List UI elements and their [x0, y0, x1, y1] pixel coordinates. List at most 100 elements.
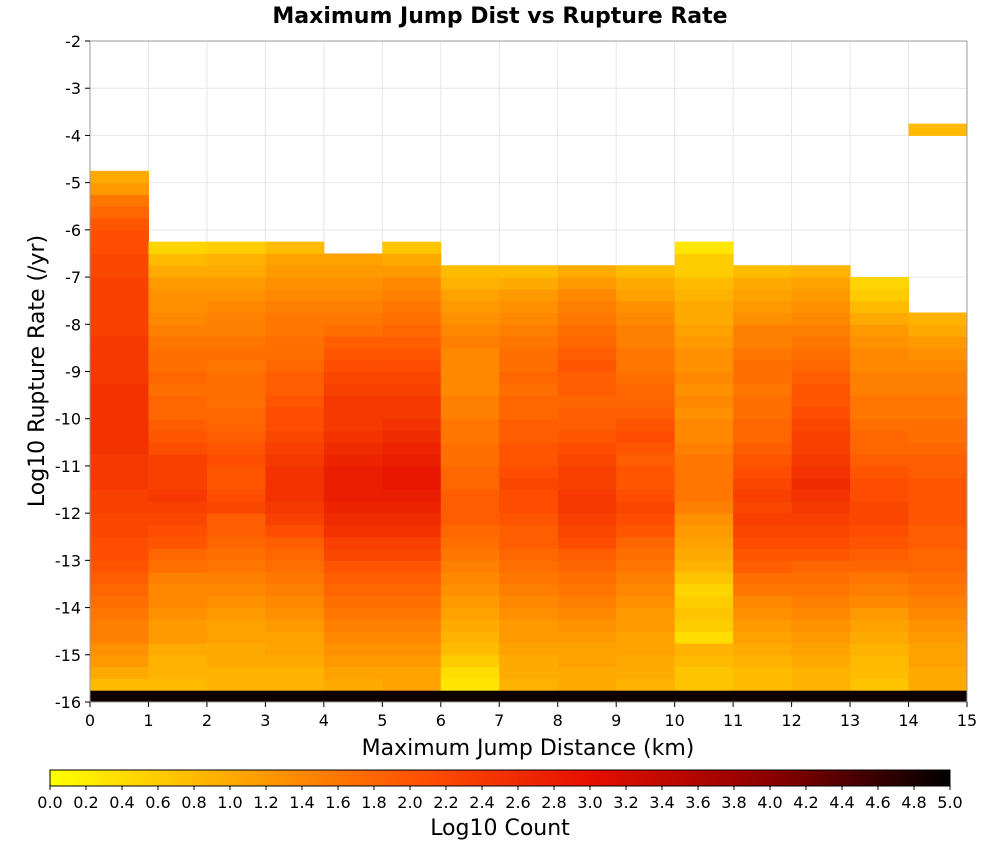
heatmap-cell: [616, 347, 676, 361]
heatmap-cell: [90, 607, 149, 620]
heatmap-cell: [382, 418, 442, 432]
heatmap-cell: [265, 583, 325, 597]
heatmap-cell: [90, 513, 149, 526]
heatmap-cell: [557, 383, 617, 396]
heatmap-cell: [499, 595, 559, 609]
colorbar-tick-label: 0.0: [37, 793, 62, 812]
heatmap-cell: [733, 406, 793, 420]
heatmap-cell: [908, 336, 968, 349]
heatmap-cell: [90, 572, 149, 585]
heatmap-cell: [616, 631, 676, 644]
heatmap-cell: [323, 371, 383, 384]
heatmap-cell: [791, 501, 851, 514]
heatmap-cell: [90, 418, 149, 432]
heatmap-cell: [791, 288, 851, 302]
heatmap-cell: [557, 477, 617, 491]
heatmap-cell: [850, 300, 910, 313]
heatmap-cell: [382, 465, 442, 479]
heatmap-cell: [733, 548, 793, 561]
heatmap-cell: [850, 619, 910, 632]
heatmap-cell: [557, 666, 617, 679]
heatmap-cell: [382, 312, 442, 325]
heatmap-cell: [557, 406, 617, 420]
heatmap-cell: [616, 489, 676, 502]
heatmap-cell: [323, 430, 383, 443]
heatmap-cell: [674, 631, 734, 644]
heatmap-cell: [733, 300, 793, 313]
heatmap-cell: [733, 536, 793, 550]
colorbar: [49, 769, 951, 787]
heatmap-cell: [382, 654, 442, 668]
heatmap-cell: [733, 654, 793, 668]
heatmap-cell: [616, 595, 676, 609]
heatmap-cell: [557, 312, 617, 325]
heatmap-cell: [499, 406, 559, 420]
heatmap-cell: [733, 572, 793, 585]
heatmap-cell: [382, 288, 442, 302]
y-tick-label: -15: [55, 646, 81, 665]
heatmap-cell: [440, 430, 500, 443]
heatmap-cell: [382, 607, 442, 620]
heatmap-cell: [850, 654, 910, 668]
heatmap-cell: [674, 548, 734, 561]
heatmap-cell: [323, 336, 383, 349]
x-tick-label: 11: [723, 711, 743, 730]
heatmap-cell: [674, 383, 734, 396]
heatmap-cell: [733, 347, 793, 361]
heatmap-cell: [791, 690, 851, 703]
heatmap-cell: [148, 359, 208, 372]
heatmap-cell: [791, 513, 851, 526]
heatmap-cell: [557, 418, 617, 432]
heatmap-cell: [90, 395, 149, 408]
heatmap-cell: [674, 536, 734, 550]
heatmap-cell: [616, 690, 676, 703]
colorbar-tick-label: 0.4: [109, 793, 134, 812]
heatmap-cell: [791, 430, 851, 443]
heatmap-cell: [499, 277, 559, 290]
colorbar-tick-label: 0.8: [181, 793, 206, 812]
heatmap-cell: [733, 418, 793, 432]
heatmap-cell: [499, 642, 559, 656]
heatmap-cell: [908, 536, 968, 550]
heatmap-cell: [733, 430, 793, 443]
heatmap-cell: [148, 395, 208, 408]
heatmap-cell: [674, 501, 734, 514]
heatmap-cell: [616, 678, 676, 691]
heatmap-cell: [440, 454, 500, 467]
heatmap-cell: [674, 454, 734, 467]
heatmap-cell: [616, 548, 676, 561]
heatmap-cell: [90, 642, 149, 656]
heatmap-cell: [206, 572, 266, 585]
heatmap-cell: [499, 336, 559, 349]
heatmap-cell: [674, 513, 734, 526]
heatmap-cell: [265, 536, 325, 550]
heatmap-cell: [791, 524, 851, 538]
x-tick-label: 7: [494, 711, 504, 730]
heatmap-cell: [440, 642, 500, 656]
heatmap-cell: [148, 572, 208, 585]
heatmap-cell: [616, 383, 676, 396]
heatmap-cell: [206, 678, 266, 691]
heatmap-cell: [90, 666, 149, 679]
y-tick-label: -5: [65, 174, 81, 193]
heatmap-cell: [323, 501, 383, 514]
heatmap-cell: [674, 524, 734, 538]
heatmap-cell: [791, 560, 851, 573]
heatmap-cell: [90, 206, 149, 219]
heatmap-cell: [90, 595, 149, 609]
heatmap-cell: [674, 489, 734, 502]
heatmap-cell: [908, 595, 968, 609]
heatmap-cell: [148, 347, 208, 361]
heatmap-cell: [265, 241, 325, 254]
heatmap-cell: [90, 277, 149, 290]
heatmap-cell: [148, 241, 208, 254]
heatmap-cell: [499, 418, 559, 432]
heatmap-cell: [616, 513, 676, 526]
heatmap-cell: [323, 607, 383, 620]
heatmap-cell: [382, 442, 442, 455]
heatmap-cell: [908, 477, 968, 491]
heatmap-cell: [382, 642, 442, 656]
heatmap-cell: [850, 513, 910, 526]
heatmap-cell: [90, 371, 149, 384]
heatmap-cell: [499, 312, 559, 325]
